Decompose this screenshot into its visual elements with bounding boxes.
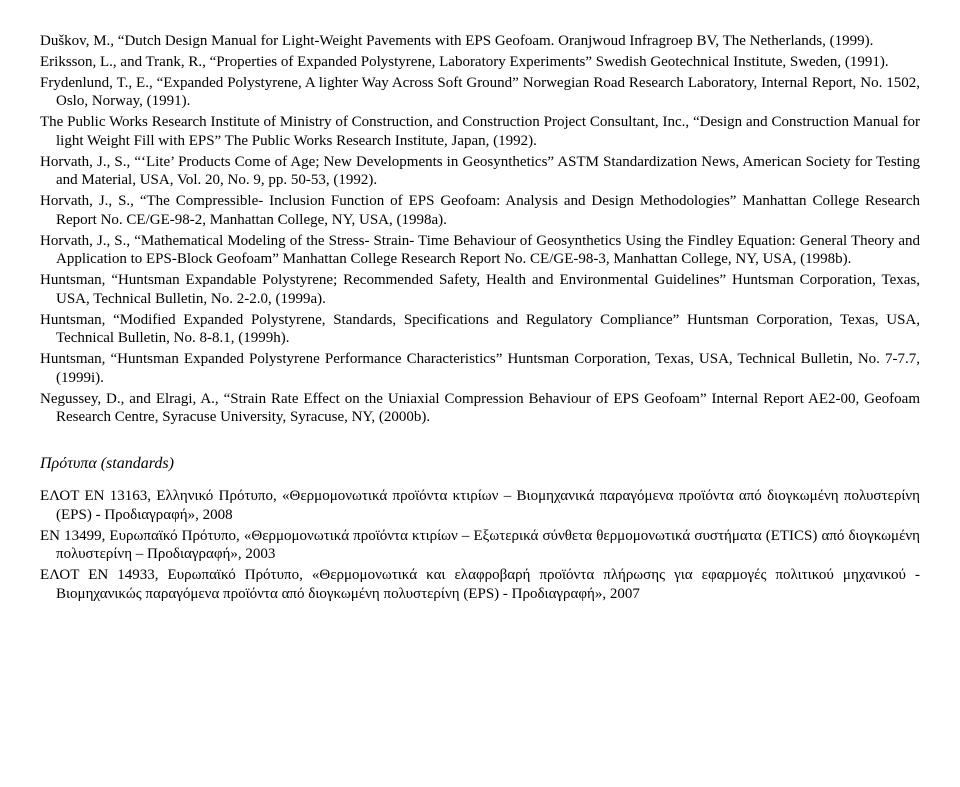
reference-item: Horvath, J., S., “The Compressible- Incl… [40, 192, 920, 230]
reference-item: Negussey, D., and Elragi, A., “Strain Ra… [40, 390, 920, 428]
reference-item: Huntsman, “Modified Expanded Polystyrene… [40, 311, 920, 349]
reference-item: Duškov, M., “Dutch Design Manual for Lig… [40, 32, 920, 51]
reference-item: Eriksson, L., and Trank, R., “Properties… [40, 53, 920, 72]
standard-item: ΕΛΟΤ EN 13163, Ελληνικό Πρότυπο, «Θερμομ… [40, 487, 920, 525]
reference-item: Huntsman, “Huntsman Expanded Polystyrene… [40, 350, 920, 388]
reference-item: Horvath, J., S., “Mathematical Modeling … [40, 232, 920, 270]
reference-item: Huntsman, “Huntsman Expandable Polystyre… [40, 271, 920, 309]
reference-item: Horvath, J., S., “‘Lite’ Products Come o… [40, 153, 920, 191]
standard-item: ΕΛΟΤ EN 14933, Ευρωπαϊκό Πρότυπο, «Θερμο… [40, 566, 920, 604]
reference-item: Frydenlund, T., E., “Expanded Polystyren… [40, 74, 920, 112]
references-list: Duškov, M., “Dutch Design Manual for Lig… [40, 32, 920, 427]
standards-list: ΕΛΟΤ EN 13163, Ελληνικό Πρότυπο, «Θερμομ… [40, 487, 920, 604]
standards-section-title: Πρότυπα (standards) [40, 455, 920, 473]
reference-item: The Public Works Research Institute of M… [40, 113, 920, 151]
standard-item: EN 13499, Ευρωπαϊκό Πρότυπο, «Θερμομονωτ… [40, 527, 920, 565]
